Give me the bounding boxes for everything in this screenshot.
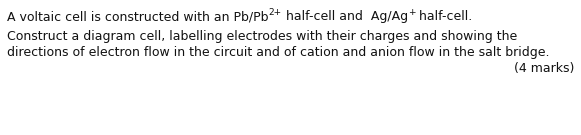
Text: +: + <box>408 8 415 17</box>
Text: (4 marks): (4 marks) <box>514 62 574 75</box>
Text: half-cell.: half-cell. <box>415 10 472 23</box>
Text: 2+: 2+ <box>268 8 282 17</box>
Text: A voltaic cell is constructed with an Pb/Pb: A voltaic cell is constructed with an Pb… <box>7 10 268 23</box>
Text: half-cell and  Ag/Ag: half-cell and Ag/Ag <box>282 10 408 23</box>
Text: directions of electron flow in the circuit and of cation and anion flow in the s: directions of electron flow in the circu… <box>7 46 550 59</box>
Text: Construct a diagram cell, labelling electrodes with their charges and showing th: Construct a diagram cell, labelling elec… <box>7 30 517 43</box>
